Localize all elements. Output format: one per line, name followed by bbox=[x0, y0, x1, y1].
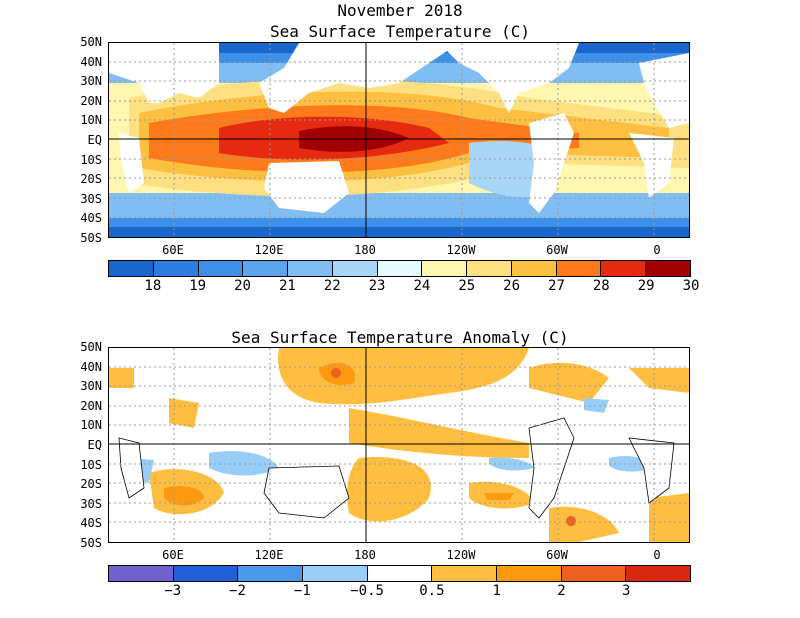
colorbar-swatch bbox=[626, 566, 691, 581]
lat-label: 50S bbox=[80, 231, 102, 245]
colorbar-label: 2 bbox=[557, 583, 566, 599]
colorbar-swatch bbox=[561, 566, 627, 581]
colorbar-swatch bbox=[153, 261, 199, 276]
lat-label: 50S bbox=[80, 536, 102, 550]
colorbar-swatch bbox=[332, 261, 378, 276]
lat-label: 30N bbox=[80, 379, 102, 394]
colorbar-label: 19 bbox=[189, 278, 207, 294]
lat-label: 20N bbox=[80, 398, 102, 413]
colorbar-label: 30 bbox=[682, 278, 700, 294]
colorbar-label: 18 bbox=[144, 278, 162, 294]
colorbar-swatch bbox=[109, 566, 174, 581]
anomaly-panel-title: Sea Surface Temperature Anomaly (C) bbox=[231, 328, 569, 347]
colorbar-label: 26 bbox=[503, 278, 521, 294]
lon-label: 60E bbox=[162, 548, 184, 562]
colorbar-label: −0.5 bbox=[350, 583, 384, 599]
colorbar-swatch bbox=[511, 261, 557, 276]
colorbar-label: 3 bbox=[622, 583, 631, 599]
sst-panel-title: Sea Surface Temperature (C) bbox=[269, 22, 531, 41]
lat-label: 10S bbox=[80, 152, 102, 167]
colorbar-swatch bbox=[556, 261, 602, 276]
colorbar-swatch bbox=[432, 566, 498, 581]
colorbar-swatch bbox=[243, 261, 289, 276]
colorbar-label: 27 bbox=[548, 278, 565, 294]
colorbar-label: 21 bbox=[278, 278, 296, 294]
colorbar-label: 23 bbox=[368, 278, 386, 294]
colorbar-label: 28 bbox=[592, 278, 610, 294]
colorbar-label: −1 bbox=[293, 583, 311, 599]
lon-label: 60W bbox=[546, 548, 568, 562]
lat-label: 40S bbox=[80, 211, 102, 226]
lon-label: 60E bbox=[162, 243, 184, 257]
colorbar-swatch bbox=[173, 566, 239, 581]
lat-label: 10N bbox=[80, 418, 102, 433]
colorbar-label: 24 bbox=[413, 278, 431, 294]
lat-label: 50N bbox=[80, 340, 102, 354]
sst-map bbox=[108, 42, 690, 238]
colorbar-label: 29 bbox=[637, 278, 655, 294]
colorbar-label: −2 bbox=[229, 583, 246, 599]
anomaly-map-svg bbox=[109, 348, 689, 542]
lon-label: 120W bbox=[446, 548, 476, 562]
colorbar-swatch bbox=[467, 261, 512, 276]
lat-label: 30N bbox=[80, 74, 102, 89]
lat-label: 30S bbox=[80, 191, 102, 206]
colorbar-swatch bbox=[497, 566, 562, 581]
colorbar-label: 1 bbox=[492, 583, 501, 599]
colorbar-label: 0.5 bbox=[419, 583, 445, 599]
lon-label: 60W bbox=[546, 243, 568, 257]
colorbar-swatch bbox=[646, 261, 690, 276]
lon-label: 0 bbox=[653, 548, 661, 562]
lat-label: EQ bbox=[87, 133, 102, 147]
lat-label: 50N bbox=[80, 35, 102, 49]
colorbar-swatch bbox=[238, 566, 304, 581]
lat-label: 20S bbox=[80, 477, 102, 492]
lon-label: 180 bbox=[354, 243, 376, 257]
lat-label: 10N bbox=[80, 113, 102, 128]
colorbar-swatch bbox=[367, 566, 433, 581]
anomaly-map bbox=[108, 347, 690, 543]
colorbar-label: 20 bbox=[234, 278, 251, 294]
colorbar-swatch bbox=[377, 261, 423, 276]
lat-label: EQ bbox=[87, 438, 102, 452]
lat-label: 40S bbox=[80, 516, 102, 531]
colorbar-swatch bbox=[303, 566, 368, 581]
colorbar-swatch bbox=[601, 261, 647, 276]
figure-title: November 2018 bbox=[337, 1, 463, 20]
lon-label: 120E bbox=[254, 548, 284, 562]
anomaly-colorbar bbox=[108, 565, 691, 582]
lon-label: 0 bbox=[653, 243, 661, 257]
lat-label: 10S bbox=[80, 457, 102, 472]
lat-label: 40N bbox=[80, 359, 102, 374]
colorbar-swatch bbox=[198, 261, 244, 276]
sst-colorbar bbox=[108, 260, 691, 277]
colorbar-label: 22 bbox=[323, 278, 341, 294]
colorbar-swatch bbox=[109, 261, 154, 276]
sst-map-svg bbox=[109, 43, 689, 237]
colorbar-label: −3 bbox=[164, 583, 182, 599]
lon-label: 180 bbox=[354, 548, 376, 562]
colorbar-swatch bbox=[288, 261, 333, 276]
lat-label: 40N bbox=[80, 54, 102, 69]
lon-label: 120E bbox=[254, 243, 284, 257]
colorbar-label: 25 bbox=[458, 278, 476, 294]
colorbar-swatch bbox=[422, 261, 468, 276]
lat-label: 20N bbox=[80, 93, 102, 108]
lat-label: 20S bbox=[80, 172, 102, 187]
lat-label: 30S bbox=[80, 496, 102, 511]
lon-label: 120W bbox=[446, 243, 476, 257]
